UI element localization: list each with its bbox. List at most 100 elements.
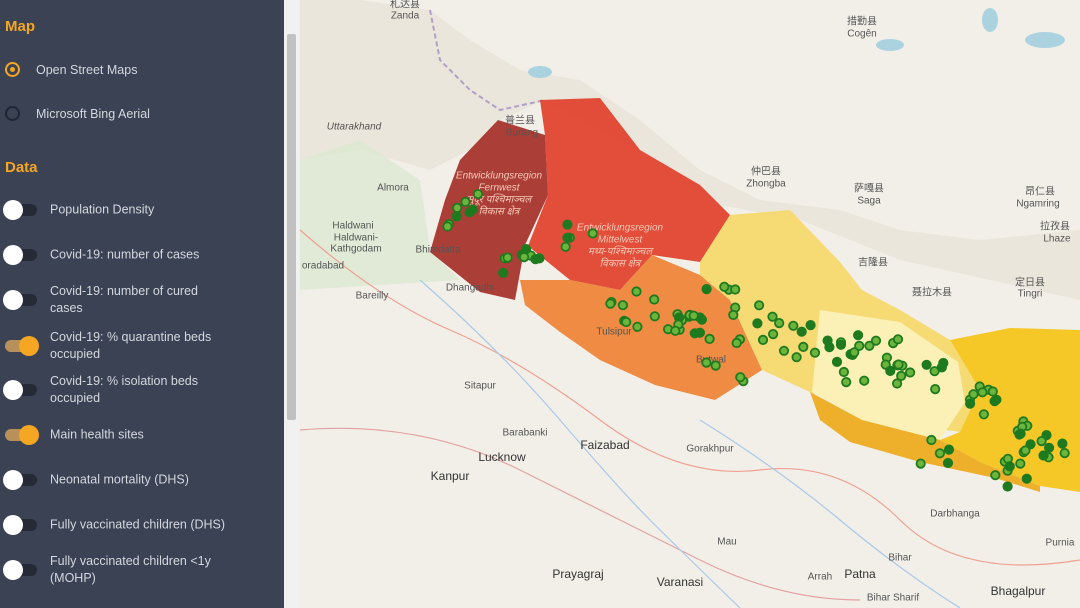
health-site-marker[interactable] [730, 284, 741, 295]
health-site-marker[interactable] [1038, 450, 1049, 461]
health-site-marker[interactable] [498, 267, 509, 278]
health-site-marker[interactable] [560, 241, 571, 252]
layer-toggle[interactable] [3, 515, 37, 535]
health-site-marker[interactable] [1036, 435, 1047, 447]
health-site-marker[interactable] [472, 189, 483, 200]
health-site-marker[interactable] [752, 318, 763, 329]
health-site-marker[interactable] [791, 352, 802, 363]
health-site-marker[interactable] [852, 330, 864, 341]
layer-item[interactable]: Fully vaccinated children (DHS) [0, 508, 270, 542]
health-site-marker[interactable] [688, 310, 699, 321]
scrollbar[interactable] [284, 0, 299, 608]
layer-item[interactable]: Covid-19: number of cases [0, 238, 270, 272]
health-site-marker[interactable] [1020, 445, 1031, 456]
layer-item[interactable]: Covid-19: % quarantine beds occupied [0, 329, 270, 363]
health-site-marker[interactable] [719, 281, 730, 292]
health-site-marker[interactable] [854, 340, 865, 351]
health-site-marker[interactable] [1004, 461, 1015, 472]
health-site-marker[interactable] [621, 316, 632, 328]
health-site-marker[interactable] [562, 232, 573, 243]
basemap-item[interactable]: Open Street Maps [0, 60, 270, 80]
health-site-marker[interactable] [649, 311, 660, 322]
health-site-marker[interactable] [915, 458, 926, 469]
health-site-marker[interactable] [518, 252, 530, 263]
layer-item[interactable]: Covid-19: % isolation beds occupied [0, 373, 270, 407]
health-site-marker[interactable] [841, 376, 852, 388]
health-site-marker[interactable] [731, 337, 742, 349]
health-site-marker[interactable] [774, 317, 785, 329]
health-site-marker[interactable] [978, 409, 990, 420]
radio[interactable] [5, 106, 20, 121]
layer-toggle[interactable] [3, 290, 37, 310]
health-site-marker[interactable] [1057, 438, 1068, 449]
health-site-marker[interactable] [1021, 473, 1032, 484]
health-site-marker[interactable] [757, 334, 769, 345]
health-site-marker[interactable] [942, 457, 954, 469]
health-site-marker[interactable] [704, 333, 715, 344]
health-site-marker[interactable] [921, 359, 932, 370]
layer-toggle[interactable] [5, 425, 39, 445]
basemap-item[interactable]: Microsoft Bing Aerial [0, 104, 270, 124]
health-site-marker[interactable] [934, 448, 946, 459]
health-site-marker[interactable] [849, 347, 860, 358]
health-site-marker[interactable] [728, 309, 739, 320]
health-site-marker[interactable] [649, 294, 660, 305]
health-site-marker[interactable] [798, 341, 809, 352]
health-site-marker[interactable] [631, 286, 642, 297]
health-site-marker[interactable] [796, 326, 807, 337]
health-site-marker[interactable] [670, 325, 681, 336]
layer-item[interactable]: Main health sites [0, 418, 270, 452]
layer-toggle[interactable] [3, 470, 37, 490]
health-site-marker[interactable] [587, 228, 598, 239]
scroll-thumb[interactable] [287, 34, 296, 420]
health-site-marker[interactable] [1002, 481, 1013, 492]
health-site-marker[interactable] [930, 383, 941, 395]
health-site-marker[interactable] [701, 357, 712, 368]
radio[interactable] [5, 62, 20, 77]
health-site-marker[interactable] [990, 470, 1001, 481]
health-site-marker[interactable] [767, 328, 779, 340]
health-site-marker[interactable] [864, 340, 875, 351]
health-site-marker[interactable] [1015, 428, 1026, 439]
layer-toggle[interactable] [3, 245, 37, 265]
health-site-marker[interactable] [753, 300, 765, 311]
health-site-marker[interactable] [694, 327, 706, 338]
health-site-marker[interactable] [809, 347, 821, 358]
health-site-marker[interactable] [991, 394, 1002, 405]
health-site-marker[interactable] [1044, 442, 1055, 453]
health-site-marker[interactable] [452, 202, 463, 213]
health-site-marker[interactable] [964, 398, 976, 409]
health-site-marker[interactable] [926, 434, 937, 446]
health-site-marker[interactable] [520, 244, 532, 255]
health-site-marker[interactable] [938, 357, 949, 369]
health-site-marker[interactable] [805, 319, 816, 331]
health-site-marker[interactable] [968, 389, 979, 400]
layer-toggle[interactable] [3, 380, 37, 400]
layer-toggle[interactable] [5, 336, 39, 356]
health-site-marker[interactable] [896, 370, 907, 381]
health-site-marker[interactable] [460, 196, 471, 207]
health-site-marker[interactable] [632, 321, 643, 332]
health-site-marker[interactable] [605, 298, 616, 309]
health-site-marker[interactable] [788, 320, 799, 331]
health-site-marker[interactable] [735, 372, 746, 383]
health-site-marker[interactable] [977, 387, 988, 398]
health-site-marker[interactable] [835, 339, 847, 350]
health-site-marker[interactable] [859, 375, 870, 386]
health-site-marker[interactable] [943, 444, 955, 455]
health-site-marker[interactable] [502, 252, 513, 263]
health-site-marker[interactable] [701, 283, 712, 295]
health-site-marker[interactable] [870, 335, 882, 346]
layer-toggle[interactable] [3, 200, 37, 220]
health-site-marker[interactable] [891, 378, 903, 389]
health-site-marker[interactable] [904, 367, 916, 378]
health-site-marker[interactable] [893, 359, 904, 370]
health-site-marker[interactable] [987, 386, 998, 397]
layer-item[interactable]: Neonatal mortality (DHS) [0, 463, 270, 497]
health-site-marker[interactable] [778, 345, 790, 356]
health-site-marker[interactable] [710, 360, 721, 371]
health-site-marker[interactable] [822, 335, 833, 346]
health-site-marker[interactable] [442, 221, 453, 232]
layer-toggle[interactable] [3, 560, 37, 580]
